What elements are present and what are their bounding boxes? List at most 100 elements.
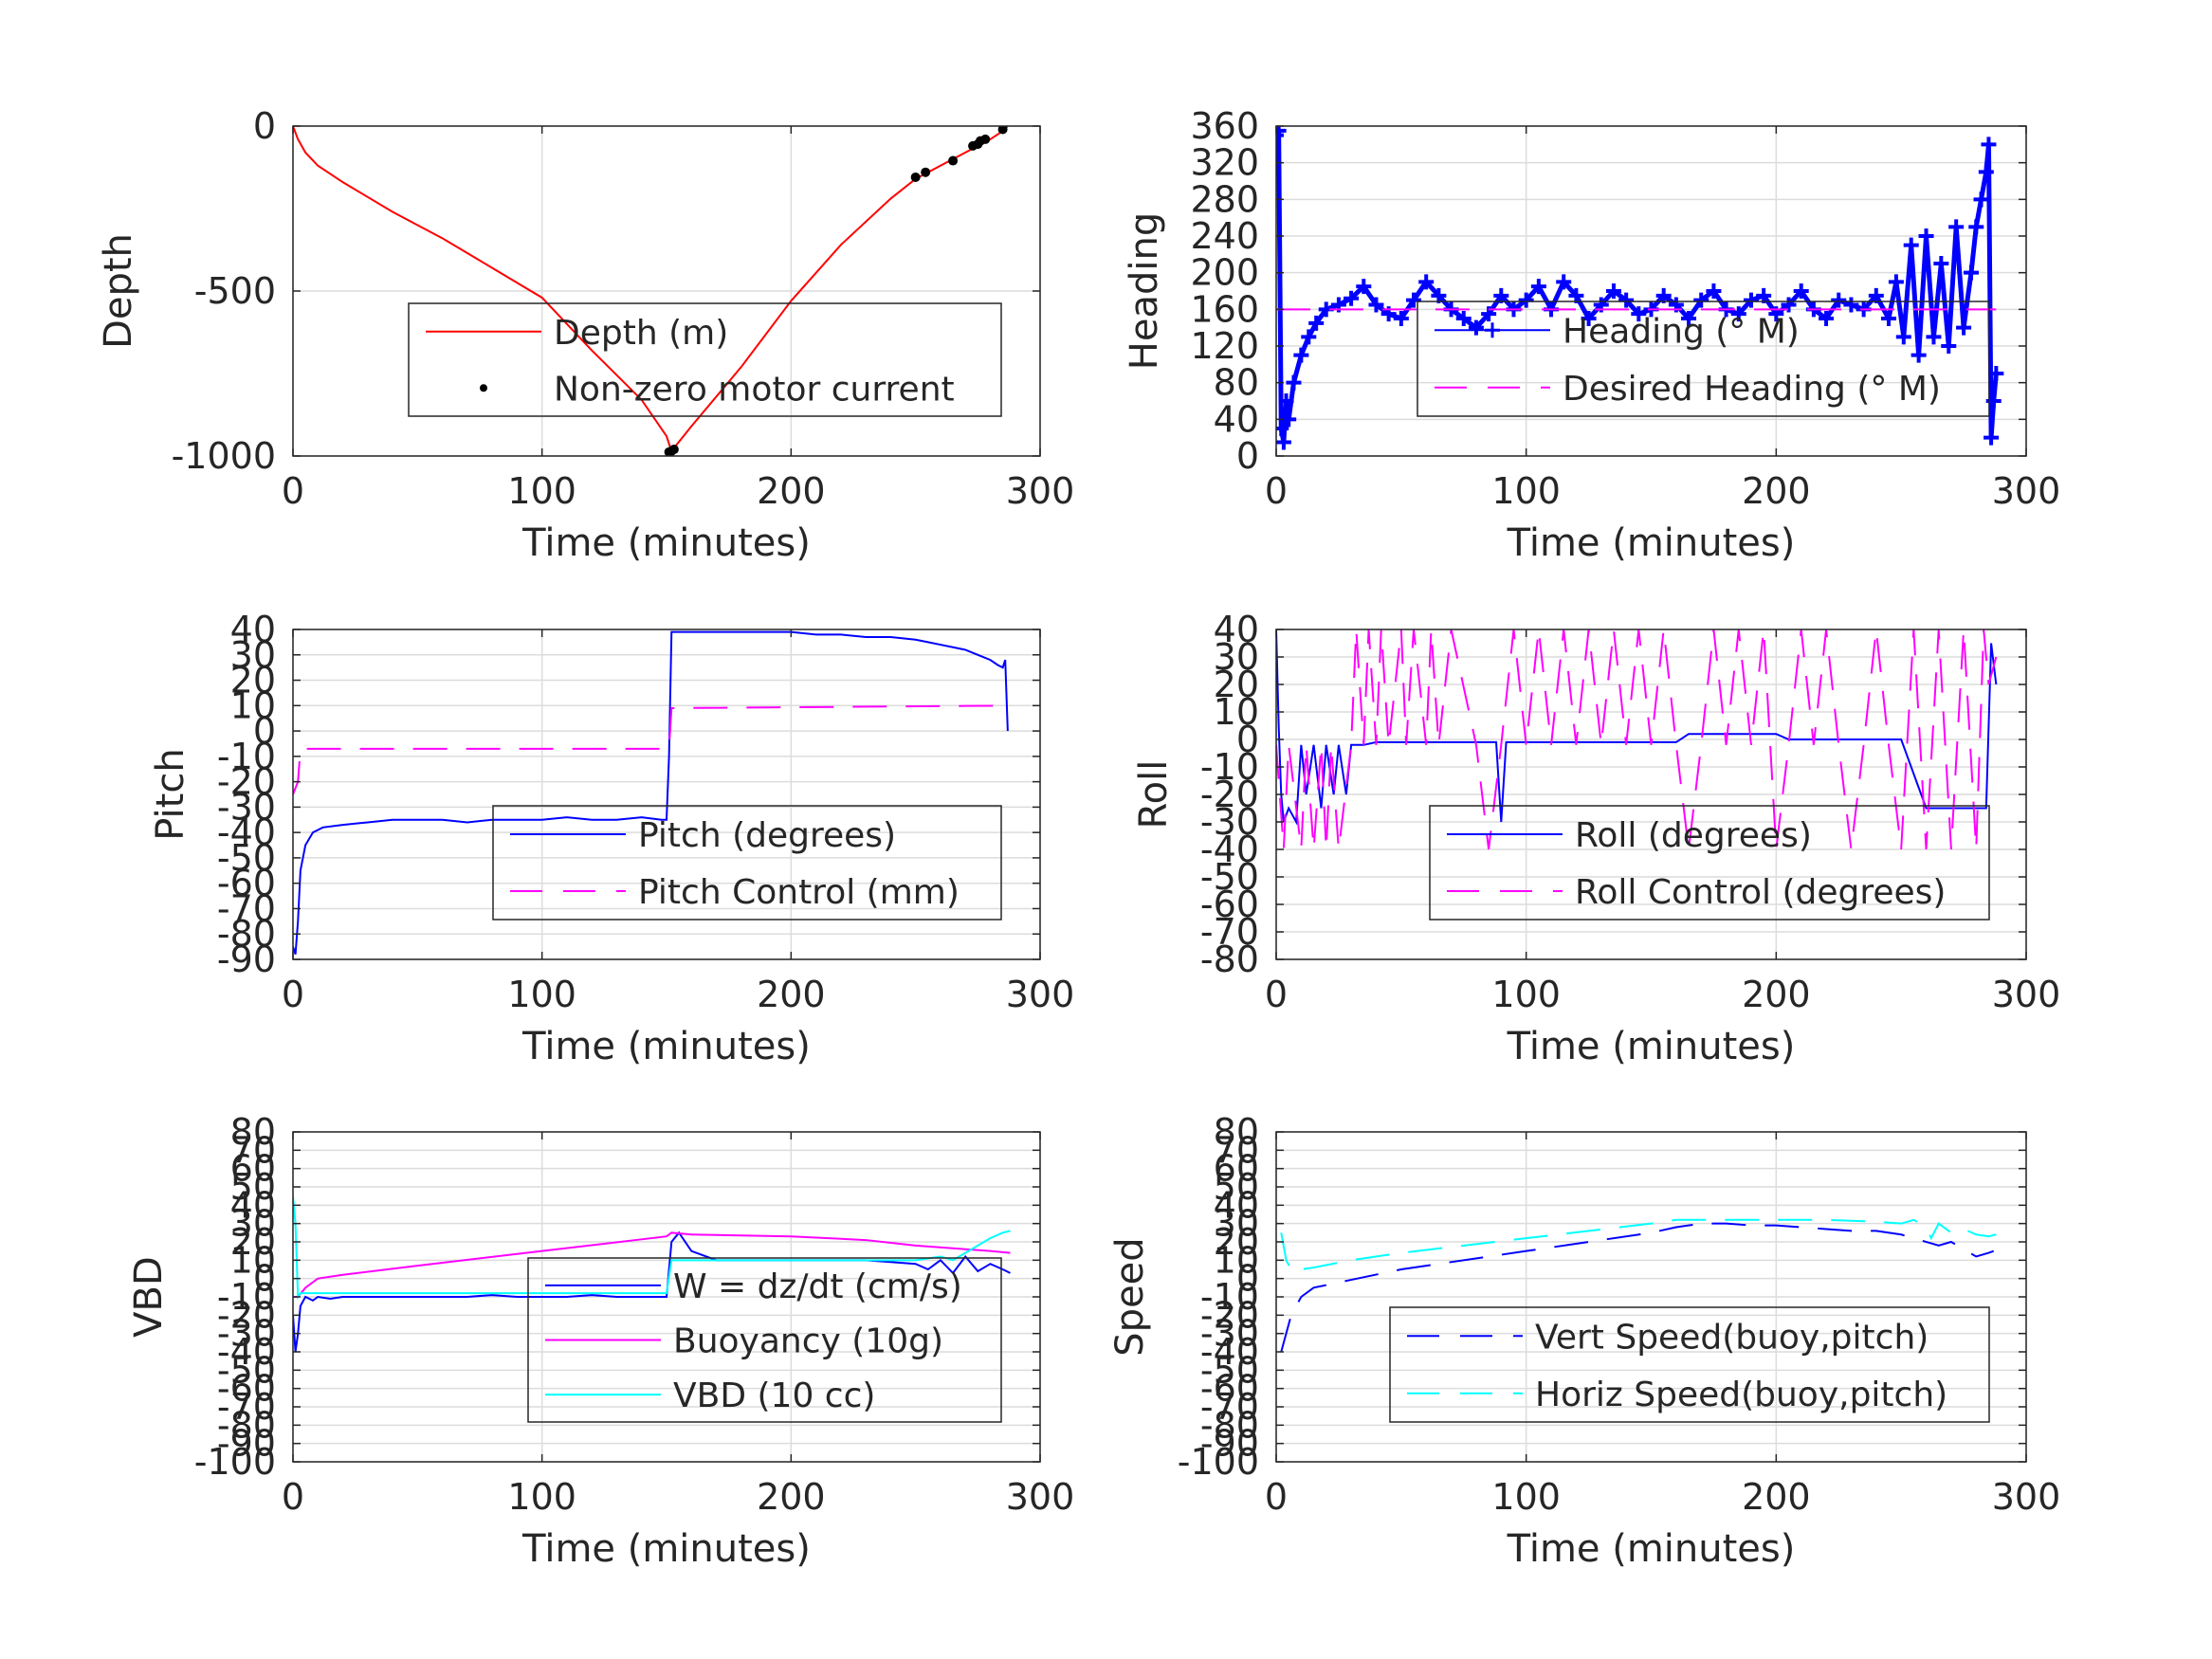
legend-swatch-marker <box>1485 322 1500 338</box>
panel-speed: 0 100 200 300-100-90-80-70-60-50-40-30-20-1… <box>1108 1111 2060 1571</box>
data-marker <box>1963 264 1979 281</box>
series-line <box>293 1231 1011 1298</box>
xtick-label: 0 <box>282 974 304 1015</box>
data-point <box>668 445 679 455</box>
panel-pitch: 0 100 200 300-90-80-70-60-50-40-30-20-10010… <box>149 609 1074 1068</box>
legend: Roll (degrees) Roll Control (degrees) <box>1429 805 1990 921</box>
xtick-label: 100 <box>1491 470 1561 512</box>
ytick-label: -90 <box>217 1423 276 1465</box>
data-marker <box>1278 393 1294 409</box>
ytick-label: 40 <box>1214 1184 1259 1226</box>
legend-item: Pitch (degrees) <box>510 816 896 855</box>
data-marker <box>1406 292 1422 308</box>
data-marker <box>1948 219 1965 235</box>
data-marker <box>1978 164 1994 180</box>
xtick-label: 100 <box>1491 1476 1561 1518</box>
ytick-label: 40 <box>1214 609 1259 650</box>
ytick-label: 40 <box>230 1184 276 1226</box>
data-marker <box>1301 329 1317 345</box>
ytick-label: -10 <box>217 1276 276 1318</box>
data-marker <box>1903 237 1919 253</box>
data-marker <box>1981 137 1997 153</box>
ytick-label: -90 <box>217 939 276 980</box>
ytick-label: -50 <box>1200 1349 1259 1391</box>
ytick-label: -20 <box>1200 774 1259 815</box>
ytick-label: -40 <box>217 1331 276 1373</box>
data-point <box>921 167 931 177</box>
xtick-label: 200 <box>757 1476 826 1518</box>
series-line <box>1276 128 1999 445</box>
legend: Vert Speed(buoy,pitch) Horiz Speed(buoy,p… <box>1389 1306 1990 1423</box>
legend-item: Depth (m) <box>426 314 728 353</box>
ytick-label: -10 <box>1200 1276 1259 1318</box>
x-axis-label: Time (minutes) <box>1507 1527 1796 1571</box>
legend-swatch <box>480 384 487 392</box>
ytick-label: 70 <box>230 1129 276 1171</box>
data-marker <box>1618 292 1635 308</box>
legend-label: Vert Speed(buoy,pitch) <box>1535 1318 1929 1357</box>
xtick-label: 300 <box>1006 470 1075 512</box>
data-marker <box>1941 338 1957 354</box>
xtick-label: 0 <box>282 470 304 512</box>
ytick-label: -80 <box>1200 1404 1259 1446</box>
axes-box <box>1275 125 2027 457</box>
legend-label: VBD (10 cc) <box>673 1376 875 1415</box>
legend: Heading (° M) Desired Heading (° M) <box>1417 301 1990 417</box>
ytick-label: -60 <box>1200 1368 1259 1410</box>
ytick-label: 10 <box>1214 1239 1259 1281</box>
data-marker <box>1918 228 1934 244</box>
data-marker <box>1781 297 1797 313</box>
data-marker <box>1605 283 1621 299</box>
series-group <box>293 630 1011 955</box>
legend: Depth (m) Non-zero motor current <box>408 302 1002 417</box>
xtick-label: 300 <box>1992 470 2061 512</box>
panel-vbd: 0 100 200 300-100-90-80-70-60-50-40-30-20-1… <box>127 1111 1074 1571</box>
ytick-label: 20 <box>1214 1221 1259 1263</box>
data-marker <box>1556 274 1572 290</box>
data-marker <box>1518 292 1534 308</box>
legend-label: Horiz Speed(buoy,pitch) <box>1535 1376 1947 1414</box>
xtick-label: 200 <box>757 974 826 1015</box>
data-marker <box>1368 297 1384 313</box>
ytick-label: -70 <box>1200 1386 1259 1428</box>
ytick-label: 20 <box>1214 664 1259 705</box>
legend-item: Non-zero motor current <box>480 370 955 409</box>
ytick-label: -100 <box>194 1441 276 1483</box>
y-axis-label: Roll <box>1132 760 1176 830</box>
ytick-label: 0 <box>253 105 276 147</box>
legend-label: Depth (m) <box>554 314 728 353</box>
xtick-label: 0 <box>1265 470 1288 512</box>
data-marker <box>1956 319 1972 336</box>
x-axis-label: Time (minutes) <box>521 521 811 565</box>
ytick-label: 50 <box>230 1166 276 1208</box>
data-marker <box>1530 279 1546 295</box>
data-point <box>910 172 921 182</box>
xtick-label: 300 <box>1006 974 1075 1015</box>
legend-item: Buoyancy (10g) <box>545 1322 943 1361</box>
legend-label: Non-zero motor current <box>554 370 955 409</box>
ytick-label: 30 <box>1214 636 1259 678</box>
series-group <box>1276 629 1998 850</box>
ytick-label: -100 <box>1178 1441 1259 1483</box>
panel-heading: 0 100 200 30004080120160200240280320360Time… <box>1123 105 2060 565</box>
series-group <box>293 1195 1011 1353</box>
data-marker <box>1843 297 1859 313</box>
data-marker <box>1655 287 1672 303</box>
xtick-label: 100 <box>507 470 576 512</box>
series-group <box>1276 126 2004 450</box>
ytick-label: 80 <box>1214 1111 1259 1153</box>
ytick-label: 30 <box>230 1203 276 1245</box>
data-marker <box>1455 311 1472 326</box>
legend-label: Pitch (degrees) <box>638 816 896 855</box>
legend-item: Roll Control (degrees) <box>1447 873 1946 912</box>
ytick-label: 0 <box>1236 719 1259 760</box>
y-axis-label: Depth <box>97 233 140 349</box>
data-marker <box>1356 279 1372 295</box>
x-axis-label: Time (minutes) <box>1507 1025 1796 1068</box>
data-marker <box>1286 374 1302 391</box>
data-marker <box>1468 319 1484 336</box>
ytick-label: 30 <box>230 634 276 676</box>
ytick-label: 60 <box>1214 1148 1259 1190</box>
data-marker <box>1693 292 1709 308</box>
